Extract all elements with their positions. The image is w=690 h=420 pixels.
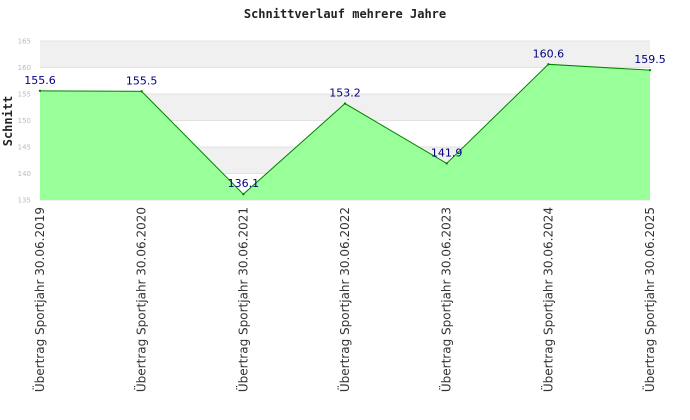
x-tick-label: Übertrag Sportjahr 30.06.2019 (31, 207, 47, 392)
y-tick-labels: 135 140 145 150 155 160 165 (18, 38, 31, 205)
x-tick-label: Übertrag Sportjahr 30.06.2023 (438, 207, 454, 392)
data-label: 155.6 (24, 74, 56, 87)
x-tick-label: Übertrag Sportjahr 30.06.2021 (234, 207, 250, 392)
x-tick-label: Übertrag Sportjahr 30.06.2024 (539, 207, 555, 392)
area-fill (40, 64, 650, 200)
data-point (343, 102, 347, 105)
x-tick-label: Übertrag Sportjahr 30.06.2020 (133, 207, 149, 392)
data-label: 153.2 (329, 87, 361, 100)
y-tick-label: 165 (18, 38, 31, 46)
data-label: 136.1 (228, 177, 260, 190)
y-tick-label: 155 (18, 91, 31, 99)
data-point (242, 192, 245, 196)
grid-band (40, 41, 650, 68)
x-tick-label: Übertrag Sportjahr 30.06.2025 (641, 207, 657, 392)
data-label: 141.9 (431, 146, 463, 159)
x-tick-label: Übertrag Sportjahr 30.06.2022 (336, 207, 352, 392)
data-label: 159.5 (634, 53, 666, 66)
area-series (38, 63, 652, 200)
data-point (648, 68, 652, 72)
y-tick-label: 140 (18, 170, 31, 178)
data-labels: 155.6 155.5 136.1 153.2 141.9 160.6 159.5 (24, 47, 666, 190)
y-tick-label: 160 (18, 64, 31, 72)
data-point (140, 90, 143, 93)
chart-title: Schnittverlauf mehrere Jahre (244, 7, 446, 21)
data-point (445, 162, 448, 165)
data-point (547, 63, 550, 66)
y-tick-label: 150 (18, 117, 31, 125)
data-label: 155.5 (126, 74, 158, 87)
y-tick-label: 145 (18, 144, 31, 152)
y-axis-label: Schnitt (1, 96, 15, 147)
data-point (38, 89, 42, 93)
data-label: 160.6 (533, 47, 565, 60)
x-tick-labels: Übertrag Sportjahr 30.06.2019 Übertrag Sp… (31, 207, 657, 392)
y-tick-label: 135 (18, 197, 31, 205)
